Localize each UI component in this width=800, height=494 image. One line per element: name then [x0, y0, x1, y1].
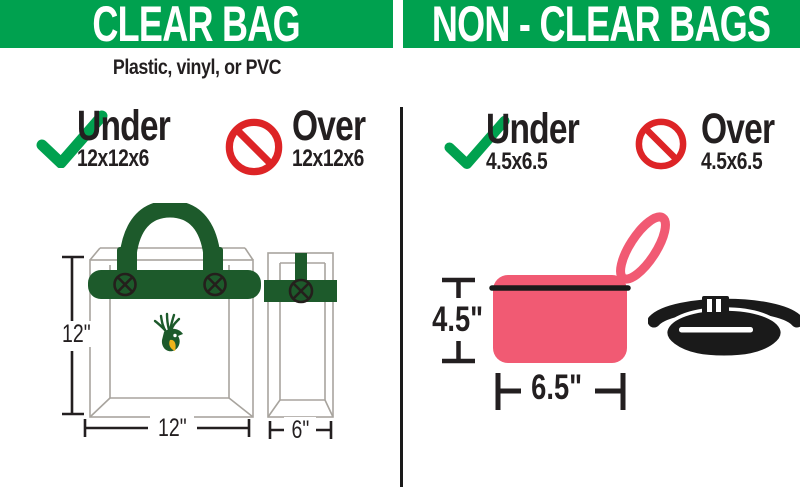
allowed-label: Under	[77, 102, 171, 150]
allowed-label: Under	[486, 105, 580, 153]
panel-divider	[400, 107, 403, 487]
prohibited-label: Over	[701, 105, 775, 153]
clutch-illustration	[442, 212, 670, 410]
clutch-width-dimension: 6.5"	[522, 370, 592, 405]
prohibited-size: 4.5x6.5	[701, 148, 763, 175]
non-clear-bags-header: NON - CLEAR BAGS	[403, 0, 800, 52]
side-width-dimension: 6"	[284, 417, 316, 443]
non-clear-prohibited-rule: Over 4.5x6.5	[701, 105, 795, 175]
clear-bag-header: CLEAR BAG	[0, 0, 393, 52]
clear-bag-title: CLEAR BAG	[92, 0, 301, 52]
no-symbol-icon	[635, 118, 687, 170]
no-symbol-icon	[225, 118, 283, 176]
clear-bag-prohibited-rule: Over 12x12x6	[292, 102, 386, 172]
allowed-size: 12x12x6	[77, 145, 149, 172]
clear-bag-subtitle: Plastic, vinyl, or PVC	[112, 56, 281, 79]
front-height-dimension: 12"	[55, 321, 97, 347]
non-clear-allowed-rule: Under 4.5x6.5	[486, 105, 605, 175]
non-clear-bags-title: NON - CLEAR BAGS	[432, 0, 771, 52]
fanny-pack-icon	[648, 296, 800, 359]
front-width-dimension: 12"	[150, 415, 194, 441]
clutch-height-dimension: 4.5"	[425, 302, 491, 337]
team-logo-elk-icon	[153, 312, 183, 352]
prohibited-size: 12x12x6	[292, 145, 364, 172]
allowed-size: 4.5x6.5	[486, 148, 548, 175]
clear-bag-allowed-rule: Under 12x12x6	[77, 102, 196, 172]
check-icon	[36, 110, 108, 168]
prohibited-label: Over	[292, 102, 366, 150]
clear-bag-side-illustration	[264, 252, 337, 439]
clear-bag-front-illustration	[62, 203, 261, 437]
clear-bag-subtitle-row: Plastic, vinyl, or PVC	[0, 56, 393, 80]
check-icon	[444, 115, 510, 170]
